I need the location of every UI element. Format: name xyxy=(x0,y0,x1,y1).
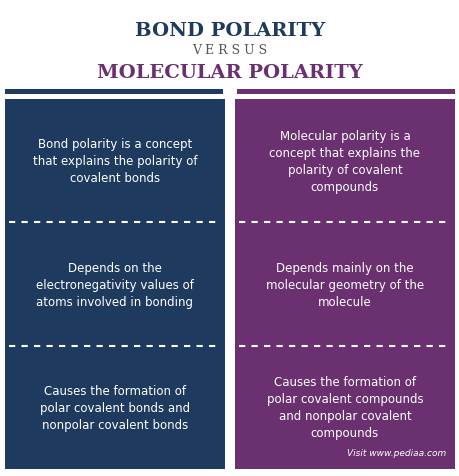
Text: BOND POLARITY: BOND POLARITY xyxy=(134,22,325,40)
FancyBboxPatch shape xyxy=(236,89,454,95)
Text: V E R S U S: V E R S U S xyxy=(192,43,267,57)
Text: Bond polarity is a concept
that explains the polarity of
covalent bonds: Bond polarity is a concept that explains… xyxy=(33,138,197,185)
Text: MOLECULAR POLARITY: MOLECULAR POLARITY xyxy=(97,63,362,81)
Text: Depends on the
electronegativity values of
atoms involved in bonding: Depends on the electronegativity values … xyxy=(36,261,194,308)
Text: Causes the formation of
polar covalent bonds and
nonpolar covalent bonds: Causes the formation of polar covalent b… xyxy=(40,384,190,431)
Text: Depends mainly on the
molecular geometry of the
molecule: Depends mainly on the molecular geometry… xyxy=(265,261,423,308)
FancyBboxPatch shape xyxy=(234,100,454,469)
Text: Molecular polarity is a
concept that explains the
polarity of covalent
compounds: Molecular polarity is a concept that exp… xyxy=(269,129,420,193)
FancyBboxPatch shape xyxy=(5,100,225,469)
Text: Causes the formation of
polar covalent compounds
and nonpolar covalent
compounds: Causes the formation of polar covalent c… xyxy=(266,376,422,439)
FancyBboxPatch shape xyxy=(5,89,223,95)
Text: Visit www.pediaa.com: Visit www.pediaa.com xyxy=(346,448,445,457)
